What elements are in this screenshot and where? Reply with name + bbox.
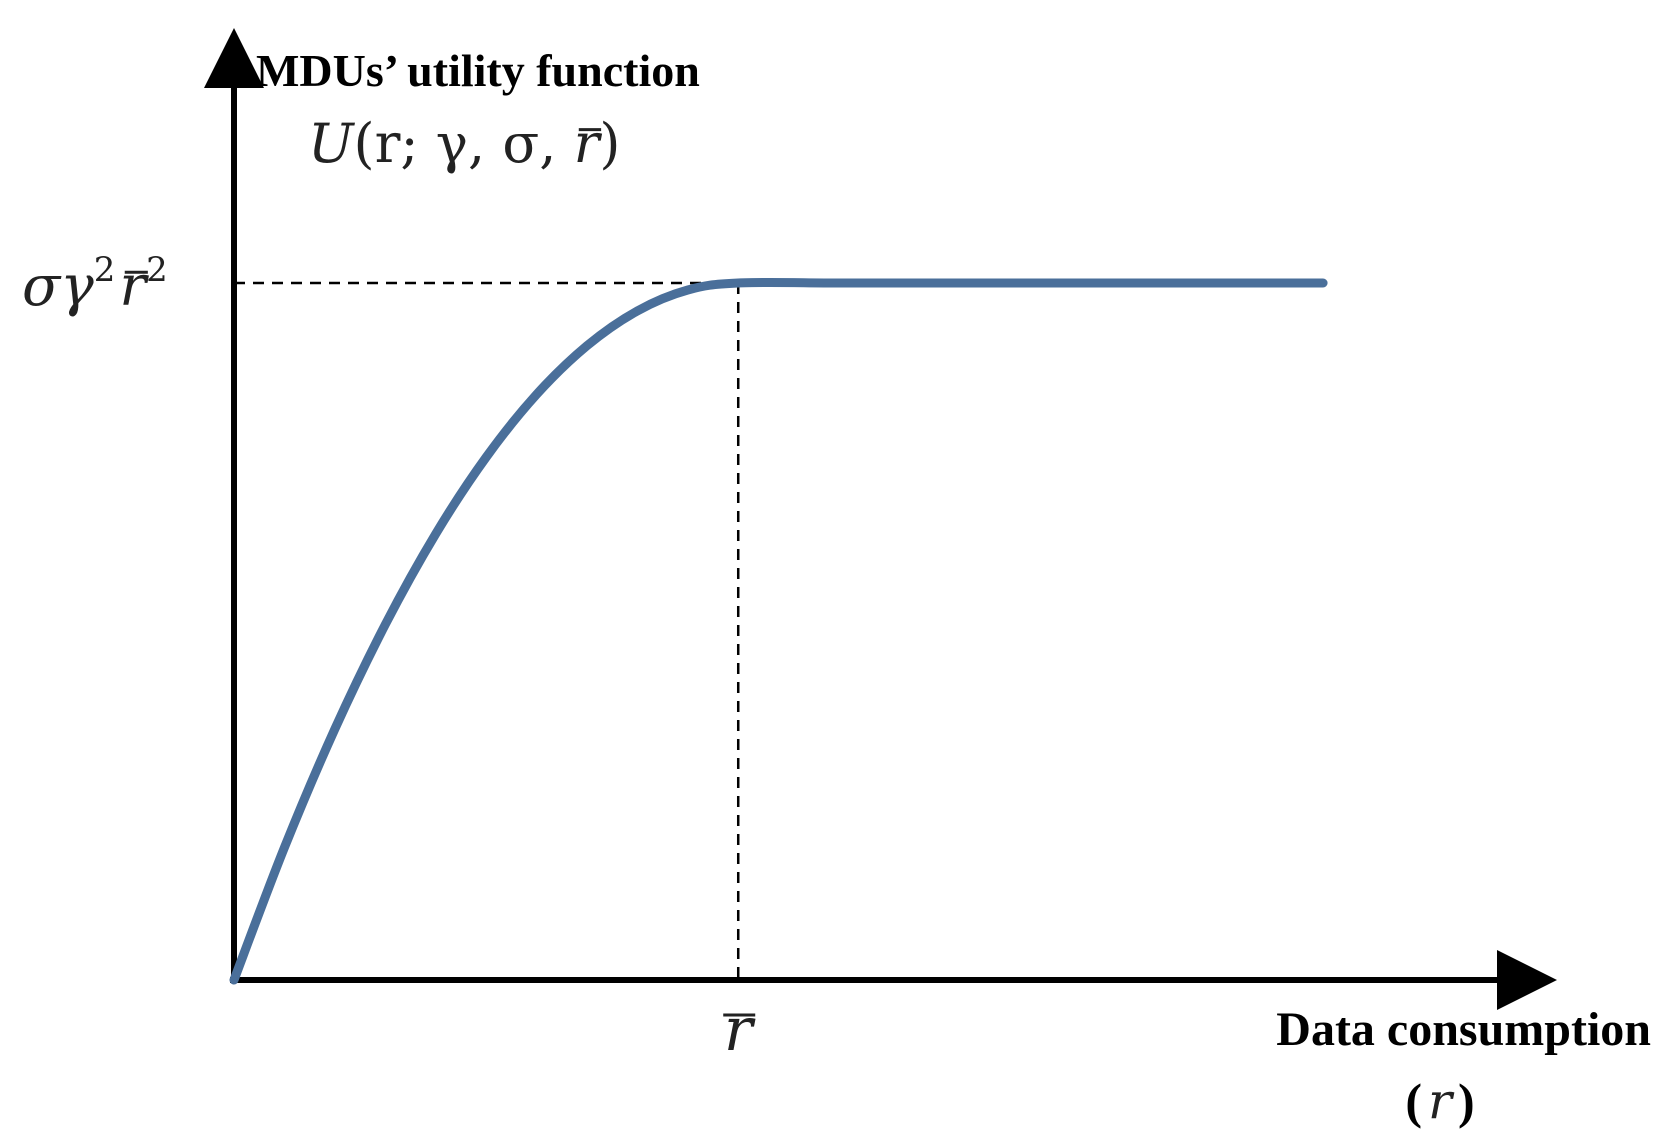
x-tick-rbar: r	[724, 995, 756, 1065]
y-tick-sup-2: 2	[146, 250, 168, 290]
chart-title: MDUs’ utility function	[256, 45, 700, 96]
y-tick-label: σγ2r2	[22, 250, 168, 319]
y-label-rbar: r	[574, 112, 603, 175]
y-tick-rbar: r	[119, 254, 149, 319]
y-label-close: )	[599, 112, 620, 175]
y-tick-gamma: γ	[60, 254, 94, 319]
y-tick-sigma: σ	[22, 254, 62, 319]
x-var-close-paren: )	[1458, 1073, 1475, 1129]
svg-text:U(r; γ, σ, r): U(r; γ, σ, r)	[308, 112, 620, 175]
x-var-r: r	[1428, 1072, 1455, 1130]
x-var-open-paren: (	[1405, 1073, 1422, 1129]
y-label-function: U	[308, 112, 355, 175]
y-label-args: (r; γ, σ,	[354, 112, 574, 175]
x-axis-label: Data consumption	[1276, 1003, 1651, 1056]
x-tick-label: r	[723, 995, 756, 1065]
x-axis-variable: (r)	[1405, 1072, 1474, 1130]
svg-text:σγ2r2: σγ2r2	[22, 250, 168, 319]
y-axis-label: U(r; γ, σ, r)	[308, 112, 620, 175]
utility-curve	[229, 277, 1328, 985]
y-tick-sup-1: 2	[94, 250, 116, 290]
